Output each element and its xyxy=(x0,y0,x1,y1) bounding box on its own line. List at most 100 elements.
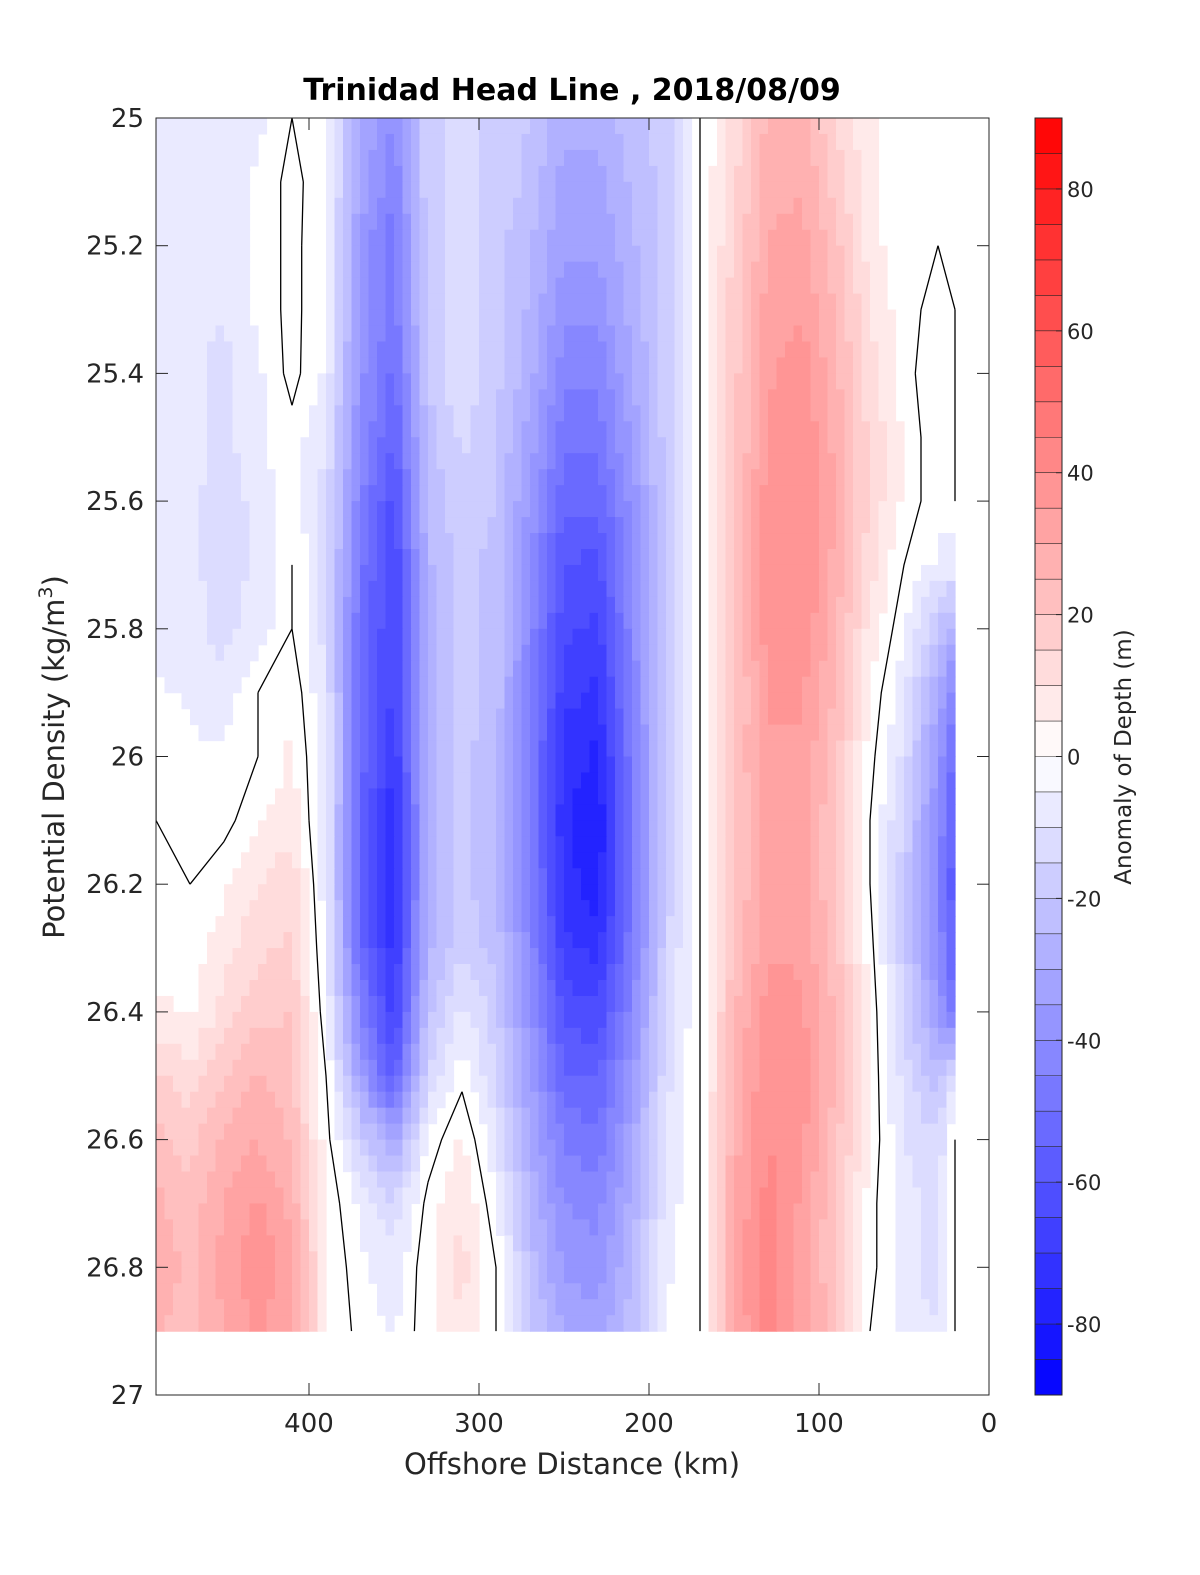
contour-cell xyxy=(666,453,676,470)
contour-cell xyxy=(513,533,523,550)
contour-cell xyxy=(385,517,395,534)
contour-cell xyxy=(368,756,378,774)
contour-cell xyxy=(725,325,744,343)
contour-cell xyxy=(649,948,659,965)
contour-cell xyxy=(598,740,608,758)
contour-cell xyxy=(547,900,557,917)
contour-cell xyxy=(615,341,633,359)
contour-cell xyxy=(334,405,344,422)
contour-cell xyxy=(853,261,871,279)
contour-cell xyxy=(878,533,897,550)
contour-cell xyxy=(683,485,693,502)
contour-cell xyxy=(810,660,820,678)
contour-cell xyxy=(241,852,276,869)
contour-cell xyxy=(224,979,251,997)
contour-cell xyxy=(759,884,812,901)
contour-cell xyxy=(649,1123,659,1141)
contour-cell xyxy=(394,788,404,805)
contour-cell xyxy=(436,1075,455,1093)
contour-cell xyxy=(640,437,650,454)
contour-cell xyxy=(360,1219,387,1236)
contour-cell xyxy=(360,437,370,454)
colorbar-band xyxy=(1035,437,1062,474)
contour-cell xyxy=(428,309,446,327)
contour-cell xyxy=(887,421,905,438)
contour-cell xyxy=(513,1315,523,1332)
contour-cell xyxy=(717,469,727,486)
contour-cell xyxy=(725,1283,735,1300)
contour-cell xyxy=(521,564,531,582)
contour-cell xyxy=(649,979,659,997)
contour-cell xyxy=(377,1155,404,1173)
contour-cell xyxy=(436,788,455,805)
contour-cell xyxy=(496,964,506,981)
contour-cell xyxy=(547,453,557,470)
contour-cell xyxy=(351,293,361,311)
contour-cell xyxy=(946,948,956,965)
contour-cell xyxy=(309,1123,319,1141)
contour-cell xyxy=(479,1091,489,1109)
contour-cell xyxy=(623,1235,633,1252)
contour-cell xyxy=(538,325,548,343)
contour-cell xyxy=(402,772,412,790)
contour-cell xyxy=(683,724,693,742)
contour-cell xyxy=(453,421,472,438)
contour-cell xyxy=(411,644,421,662)
contour-cell xyxy=(317,548,327,566)
contour-cell xyxy=(938,1251,948,1268)
contour-cell xyxy=(810,149,829,167)
contour-cell xyxy=(929,884,939,901)
contour-cell xyxy=(411,1155,421,1173)
contour-cell xyxy=(300,437,327,454)
contour-cell xyxy=(275,1251,293,1268)
contour-cell xyxy=(317,1187,327,1205)
contour-cell xyxy=(827,245,846,263)
contour-cell xyxy=(623,740,633,758)
contour-cell xyxy=(402,1027,412,1045)
contour-cell xyxy=(317,580,327,598)
contour-cell xyxy=(402,1187,421,1205)
contour-cell xyxy=(853,964,863,981)
contour-cell xyxy=(708,660,718,678)
contour-cell xyxy=(504,1139,514,1157)
colorbar-band xyxy=(1035,224,1062,261)
contour-cell xyxy=(717,932,727,949)
contour-cell xyxy=(759,181,820,199)
contour-cell xyxy=(428,437,438,454)
contour-cell xyxy=(666,548,676,566)
contour-cell xyxy=(717,341,727,359)
contour-cell xyxy=(530,724,540,742)
contour-cell xyxy=(249,836,302,853)
contour-cell xyxy=(632,995,642,1013)
contour-cell xyxy=(343,501,353,518)
contour-cell xyxy=(870,309,897,327)
contour-cell xyxy=(283,740,293,758)
contour-cell xyxy=(844,437,854,454)
contour-cell xyxy=(453,564,480,582)
contour-cell xyxy=(156,293,251,311)
contour-cell xyxy=(521,1235,531,1252)
contour-cell xyxy=(198,1123,225,1141)
contour-cell xyxy=(717,868,727,885)
contour-cell xyxy=(521,820,531,837)
contour-cell xyxy=(513,676,523,694)
contour-cell xyxy=(309,644,327,662)
contour-cell xyxy=(802,1123,820,1141)
contour-cell xyxy=(445,261,480,279)
contour-cell xyxy=(317,724,327,742)
contour-cell xyxy=(640,1059,650,1077)
contour-cell xyxy=(819,165,829,183)
contour-cell xyxy=(759,724,820,742)
contour-cell xyxy=(853,932,863,949)
contour-cell xyxy=(377,916,387,933)
contour-cell xyxy=(640,309,659,327)
contour-cell xyxy=(836,1219,846,1236)
contour-cell xyxy=(734,245,744,263)
contour-cell xyxy=(419,660,429,678)
contour-cell xyxy=(538,501,548,518)
contour-cell xyxy=(521,1283,531,1300)
contour-cell xyxy=(819,1091,837,1109)
contour-cell xyxy=(632,708,642,726)
contour-cell xyxy=(725,932,735,949)
contour-cell xyxy=(411,948,421,965)
